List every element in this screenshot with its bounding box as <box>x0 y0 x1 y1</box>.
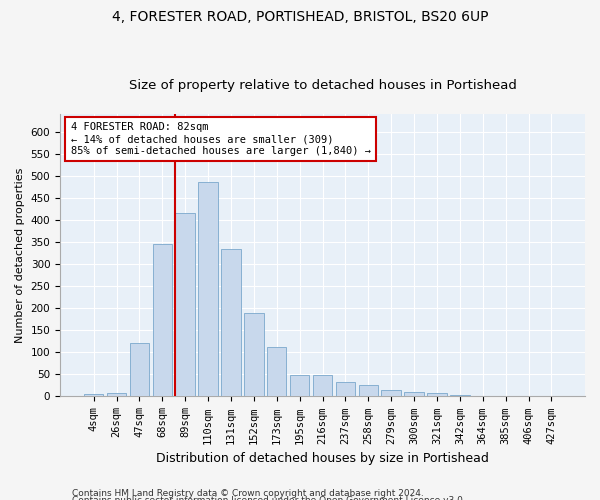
Bar <box>450 395 470 396</box>
Bar <box>382 390 401 396</box>
Bar <box>290 376 310 396</box>
Bar <box>335 382 355 396</box>
Bar <box>130 344 149 396</box>
Text: Contains public sector information licensed under the Open Government Licence v3: Contains public sector information licen… <box>72 496 466 500</box>
X-axis label: Distribution of detached houses by size in Portishead: Distribution of detached houses by size … <box>156 452 489 465</box>
Bar <box>84 394 103 396</box>
Bar <box>152 244 172 396</box>
Y-axis label: Number of detached properties: Number of detached properties <box>15 168 25 343</box>
Bar <box>359 386 378 396</box>
Text: Contains HM Land Registry data © Crown copyright and database right 2024.: Contains HM Land Registry data © Crown c… <box>72 488 424 498</box>
Bar <box>313 376 332 396</box>
Bar <box>244 312 263 396</box>
Title: Size of property relative to detached houses in Portishead: Size of property relative to detached ho… <box>128 79 517 92</box>
Text: 4, FORESTER ROAD, PORTISHEAD, BRISTOL, BS20 6UP: 4, FORESTER ROAD, PORTISHEAD, BRISTOL, B… <box>112 10 488 24</box>
Bar <box>199 182 218 396</box>
Bar <box>107 393 126 396</box>
Bar <box>404 392 424 396</box>
Text: 4 FORESTER ROAD: 82sqm
← 14% of detached houses are smaller (309)
85% of semi-de: 4 FORESTER ROAD: 82sqm ← 14% of detached… <box>71 122 371 156</box>
Bar <box>427 394 446 396</box>
Bar <box>175 214 195 396</box>
Bar <box>267 347 286 397</box>
Bar <box>221 248 241 396</box>
